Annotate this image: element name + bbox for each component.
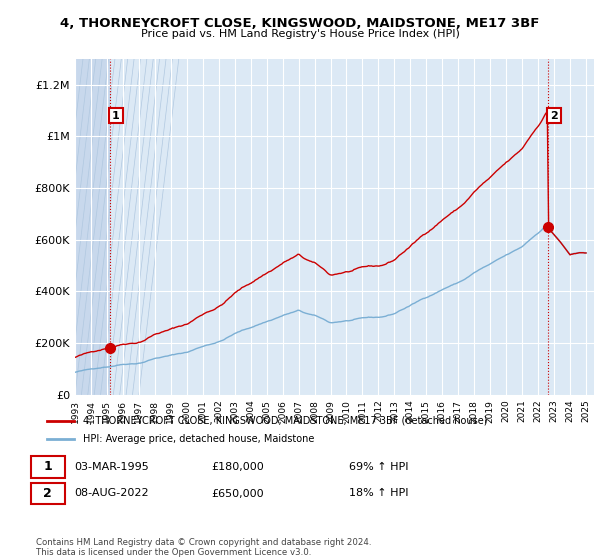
Text: 69% ↑ HPI: 69% ↑ HPI <box>349 462 409 472</box>
Text: 4, THORNEYCROFT CLOSE, KINGSWOOD, MAIDSTONE, ME17 3BF: 4, THORNEYCROFT CLOSE, KINGSWOOD, MAIDST… <box>61 17 539 30</box>
FancyBboxPatch shape <box>31 483 65 504</box>
Bar <box>75 59 110 395</box>
Text: 18% ↑ HPI: 18% ↑ HPI <box>349 488 409 498</box>
Text: £650,000: £650,000 <box>212 488 265 498</box>
Text: 4, THORNEYCROFT CLOSE, KINGSWOOD, MAIDSTONE, ME17 3BF (detached house): 4, THORNEYCROFT CLOSE, KINGSWOOD, MAIDST… <box>83 416 487 426</box>
Text: 08-AUG-2022: 08-AUG-2022 <box>74 488 149 498</box>
Text: Price paid vs. HM Land Registry's House Price Index (HPI): Price paid vs. HM Land Registry's House … <box>140 29 460 39</box>
Text: 2: 2 <box>43 487 52 500</box>
Text: 03-MAR-1995: 03-MAR-1995 <box>74 462 149 472</box>
Text: 1: 1 <box>43 460 52 473</box>
Text: £180,000: £180,000 <box>212 462 265 472</box>
Text: HPI: Average price, detached house, Maidstone: HPI: Average price, detached house, Maid… <box>83 434 314 444</box>
Text: 2: 2 <box>550 111 558 120</box>
FancyBboxPatch shape <box>31 456 65 478</box>
Text: Contains HM Land Registry data © Crown copyright and database right 2024.
This d: Contains HM Land Registry data © Crown c… <box>36 538 371 557</box>
Text: 1: 1 <box>112 111 120 120</box>
